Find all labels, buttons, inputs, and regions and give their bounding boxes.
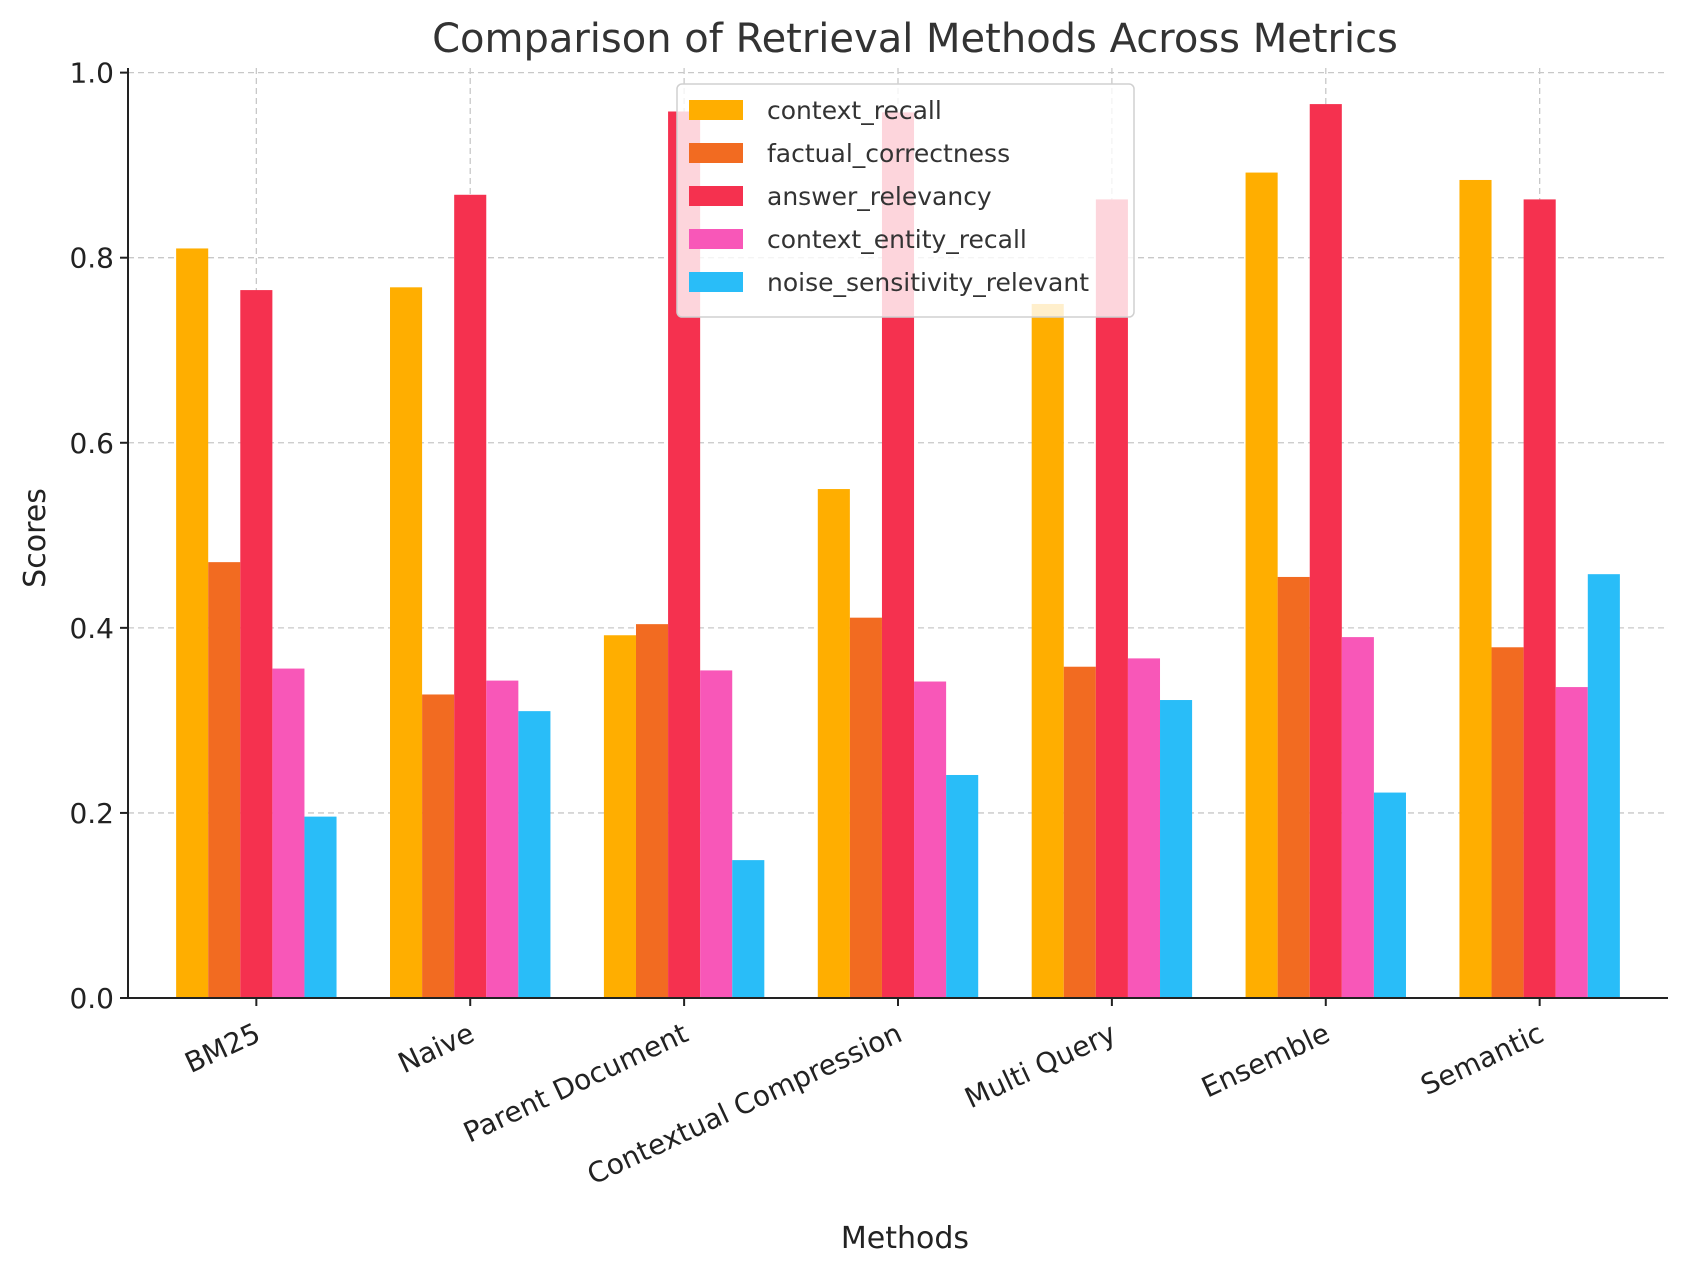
legend-swatch bbox=[689, 100, 743, 120]
legend-label: answer_relevancy bbox=[767, 182, 992, 211]
y-tick-label: 0.4 bbox=[69, 612, 114, 645]
bar-factual_correctness-2 bbox=[635, 624, 669, 998]
x-tick-label: Multi Query bbox=[960, 1016, 1121, 1115]
y-ticks: 0.0 0.2 0.4 0.6 0.8 1.0 bbox=[69, 57, 128, 1015]
bar-answer_relevancy-5 bbox=[1309, 104, 1342, 999]
chart-title: Comparison of Retrieval Methods Across M… bbox=[432, 16, 1398, 62]
x-tick-label: Ensemble bbox=[1196, 1016, 1334, 1104]
bar-context_recall-1 bbox=[390, 287, 423, 998]
legend: context_recall factual_correctness answer_… bbox=[676, 83, 1135, 318]
bar-answer_relevancy-6 bbox=[1523, 199, 1556, 999]
legend-swatch bbox=[689, 143, 743, 163]
y-tick-label: 0.0 bbox=[69, 982, 114, 1015]
bar-context_recall-4 bbox=[1031, 303, 1064, 998]
legend-label: context_recall bbox=[767, 96, 942, 125]
bar-noise_sensitivity_relevant-4 bbox=[1160, 700, 1193, 998]
y-axis-label: Scores bbox=[18, 488, 53, 588]
bar-noise_sensitivity_relevant-1 bbox=[518, 711, 551, 998]
bar-factual_correctness-3 bbox=[849, 617, 882, 998]
bar-noise_sensitivity_relevant-6 bbox=[1587, 574, 1620, 998]
bar-answer_relevancy-0 bbox=[240, 290, 273, 998]
y-tick-label: 0.8 bbox=[69, 242, 114, 275]
bar-answer_relevancy-4 bbox=[1095, 199, 1128, 999]
legend-swatch bbox=[689, 229, 743, 249]
x-tick-label: Semantic bbox=[1416, 1016, 1549, 1101]
bar-noise_sensitivity_relevant-5 bbox=[1373, 792, 1406, 998]
y-tick-label: 0.2 bbox=[69, 797, 114, 830]
y-tick-label: 1.0 bbox=[69, 57, 114, 90]
x-tick-label: Naive bbox=[393, 1016, 479, 1080]
bar-context_entity_recall-2 bbox=[700, 670, 733, 998]
bar-context_recall-0 bbox=[176, 248, 209, 998]
bar-context_recall-2 bbox=[603, 635, 636, 998]
x-axis-label: Methods bbox=[841, 1221, 969, 1256]
bar-context_entity_recall-3 bbox=[914, 681, 947, 998]
bar-factual_correctness-1 bbox=[422, 694, 455, 998]
y-tick-label: 0.6 bbox=[69, 427, 114, 460]
bar-factual_correctness-5 bbox=[1277, 576, 1310, 998]
legend-swatch bbox=[689, 272, 743, 292]
legend-label: factual_correctness bbox=[767, 139, 1010, 168]
bar-context_recall-5 bbox=[1245, 172, 1278, 999]
bar-context_entity_recall-4 bbox=[1127, 658, 1161, 998]
bar-noise_sensitivity_relevant-2 bbox=[732, 860, 765, 998]
bar-noise_sensitivity_relevant-3 bbox=[946, 774, 979, 998]
legend-label: noise_sensitivity_relevant bbox=[767, 268, 1089, 297]
bars bbox=[176, 104, 1620, 999]
legend-swatch bbox=[689, 186, 743, 206]
legend-box bbox=[676, 83, 1135, 318]
x-tick-label: BM25 bbox=[180, 1016, 266, 1079]
bar-noise_sensitivity_relevant-0 bbox=[304, 816, 337, 998]
bar-answer_relevancy-1 bbox=[454, 194, 487, 998]
bar-context_recall-6 bbox=[1459, 179, 1492, 998]
legend-label: context_entity_recall bbox=[767, 225, 1027, 254]
bar-factual_correctness-4 bbox=[1063, 666, 1096, 998]
bar-context_entity_recall-1 bbox=[486, 680, 519, 998]
bar-factual_correctness-6 bbox=[1491, 647, 1524, 998]
bar-context_entity_recall-0 bbox=[272, 668, 305, 998]
bar-context_entity_recall-6 bbox=[1555, 687, 1588, 998]
bar-factual_correctness-0 bbox=[208, 562, 241, 998]
bar-context_entity_recall-5 bbox=[1341, 637, 1374, 998]
bar-context_recall-3 bbox=[817, 489, 850, 998]
